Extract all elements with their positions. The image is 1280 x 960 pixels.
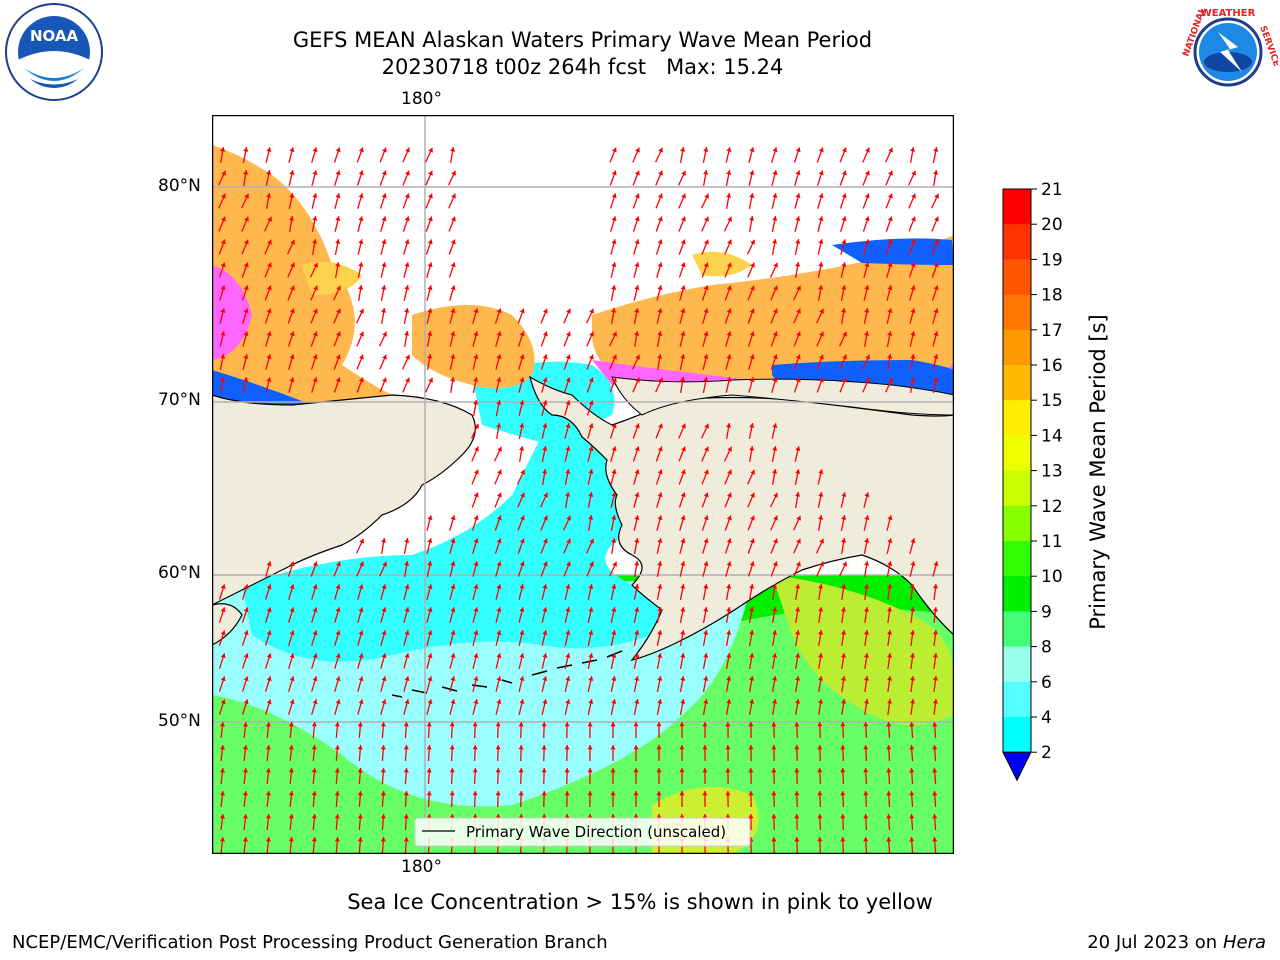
colorbar-tick-label: 10: [1041, 567, 1063, 587]
graticule: [212, 115, 954, 854]
svg-text:WEATHER: WEATHER: [1201, 8, 1256, 19]
colorbar-tick-label: 4: [1041, 708, 1052, 728]
chart-title-line1: GEFS MEAN Alaskan Waters Primary Wave Me…: [292, 28, 873, 52]
chart-title-line2: 20230718 t00z 264h fcst Max: 15.24: [381, 55, 784, 79]
colorbar-segment: [1003, 189, 1031, 225]
lon-label-bottom: 180°: [401, 857, 442, 877]
colorbar: 21 20 19 18 17 16 15 14 13 12 11 10 9 8 6 4 2: [995, 180, 1095, 792]
lat-label-70: 70°N: [158, 390, 201, 410]
land-north-slope: [611, 376, 954, 416]
land-kamchatka: [212, 603, 243, 646]
colorbar-tick-label: 15: [1041, 391, 1063, 411]
colorbar-tick-label: 12: [1041, 497, 1063, 517]
colorbar-segment: [1003, 505, 1031, 542]
map-legend: Primary Wave Direction (unscaled): [414, 817, 751, 847]
footer-date: 20 Jul 2023 on Hera: [1087, 932, 1266, 953]
map-svg: Primary Wave Direction (unscaled): [211, 114, 955, 855]
lat-label-60: 60°N: [158, 563, 201, 583]
colorbar-tick-label: 6: [1041, 673, 1052, 693]
lon-label-top: 180°: [401, 89, 442, 109]
colorbar-tick-label: 20: [1041, 215, 1063, 235]
legend-label: Primary Wave Direction (unscaled): [466, 823, 726, 841]
colorbar-segment: [1003, 259, 1031, 296]
colorbar-segment: [1003, 365, 1031, 401]
sea-ice-note: Sea Ice Concentration > 15% is shown in …: [347, 890, 933, 914]
colorbar-tick-label: 19: [1041, 250, 1063, 270]
colorbar-tick-label: 11: [1041, 532, 1063, 552]
colorbar-segment: [1003, 329, 1031, 366]
noaa-text: NOAA: [30, 27, 79, 45]
colorbar-segment: [1003, 435, 1031, 472]
colorbar-tick-label: 2: [1041, 743, 1052, 763]
footer-producer: NCEP/EMC/Verification Post Processing Pr…: [12, 932, 608, 953]
lat-label-80: 80°N: [158, 176, 201, 196]
lat-label-50: 50°N: [158, 711, 201, 731]
colorbar-segment: [1003, 470, 1031, 507]
water-yellow-gulf: [772, 575, 954, 725]
noaa-logo: NOAA: [4, 2, 104, 102]
sea-ice-yellow-patches: [302, 251, 752, 295]
colorbar-tick-label: 9: [1041, 602, 1052, 622]
land-siberia: [212, 394, 476, 606]
colorbar-tick-label: 13: [1041, 462, 1063, 482]
colorbar-segment: [1003, 224, 1031, 260]
colorbar-segment: [1003, 294, 1031, 331]
colorbar-segment: [1003, 681, 1031, 718]
colorbar-extend-triangle: [1002, 751, 1032, 782]
colorbar-segment: [1003, 646, 1031, 683]
nws-logo: WEATHER NATIONAL SERVICE: [1178, 2, 1280, 102]
sea-ice-band-west: [212, 145, 392, 407]
colorbar-tick-label: 14: [1041, 426, 1063, 446]
colorbar-segment: [1003, 400, 1031, 436]
colorbar-segment: [1003, 717, 1031, 753]
water-cyan-bering: [242, 405, 659, 662]
colorbar-tick-label: 16: [1041, 356, 1063, 376]
colorbar-segment: [1003, 541, 1031, 577]
colorbar-segment: [1003, 611, 1031, 648]
map-panel: Primary Wave Direction (unscaled): [211, 114, 955, 855]
colorbar-tick-label: 18: [1041, 286, 1063, 306]
colorbar-tick-label: 8: [1041, 638, 1052, 658]
colorbar-segment: [1003, 576, 1031, 612]
wave-direction-arrows: [217, 147, 940, 854]
colorbar-tick-label: 17: [1041, 321, 1063, 341]
colorbar-tick-label: 21: [1041, 182, 1063, 200]
